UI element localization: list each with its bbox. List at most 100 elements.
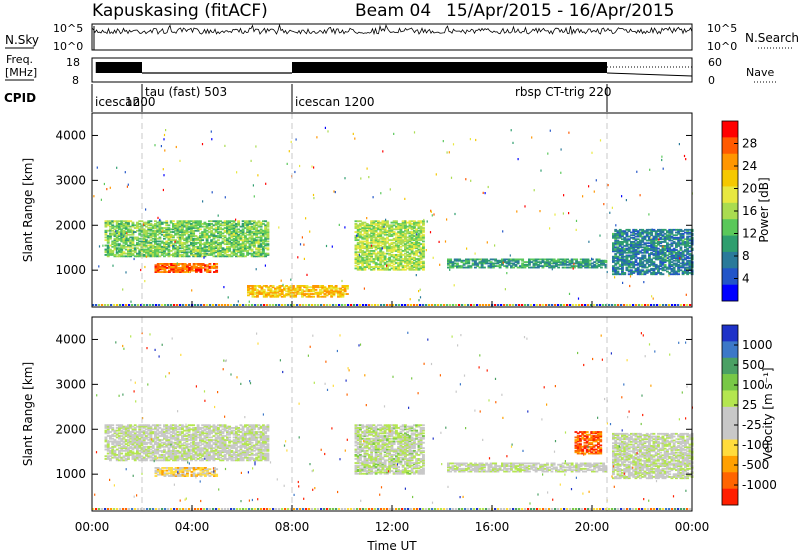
power-region-band-late [447, 258, 608, 269]
power-panel: Slant Range [km] 1000 2000 3000 4000 28 24 20… [21, 112, 771, 308]
power-bottom-row [92, 304, 692, 306]
xtick-label-0: 00:00 [75, 520, 110, 534]
nsky-tick-bottom: 10^0 [53, 40, 83, 53]
cpid-entry-3: icescan 1200 [295, 95, 374, 109]
velocity-colorbar-segment-0 [722, 325, 738, 342]
cpid-entry-2: tau (fast) 503 [145, 85, 227, 99]
velocity-colorbar-label-4: -25 [742, 418, 762, 432]
station-title: Kapuskasing (fitACF) [92, 1, 268, 21]
cpid-entry-4: rbsp CT-trig 220 [515, 85, 611, 99]
date-range: 15/Apr/2015 - 16/Apr/2015 [446, 1, 674, 21]
power-colorbar-label-4: 12 [742, 227, 757, 241]
velocity-region-band-main [104, 424, 270, 462]
power-colorbar-segment-10 [722, 284, 738, 302]
velocity-ytick-label-1: 2000 [55, 422, 86, 436]
nsky-tick-top-right: 10^5 [707, 22, 737, 35]
power-colorbar-label-3: 16 [742, 204, 757, 218]
power-region-band-end [612, 228, 694, 276]
velocity-colorbar-segment-10 [722, 488, 738, 506]
power-colorbar-label: Power [dB] [757, 177, 771, 242]
power-region-band-strong [154, 263, 219, 273]
velocity-colorbar-frame [721, 324, 739, 506]
velocity-region-band-end [612, 432, 694, 480]
xtick-label-3: 12:00 [375, 520, 410, 534]
nave-tick-bottom: 0 [708, 74, 715, 87]
freq-line-2 [606, 72, 693, 77]
velocity-colorbar-label-3: 25 [742, 398, 757, 412]
velocity-region-band-strong [154, 467, 219, 477]
nave-label: Nave [746, 66, 774, 79]
xtick-label-6: 00:00 [675, 520, 710, 534]
velocity-colorbar-label-7: -1000 [742, 478, 777, 492]
velocity-colorbar-segment-1 [722, 341, 738, 359]
nsky-tick-top: 10^5 [53, 22, 83, 35]
nsky-panel: N.Sky 10^5 10^0 10^5 10^0 N.Search [5, 22, 799, 53]
power-colorbar-label-6: 4 [742, 272, 750, 286]
velocity-colorbar-segment-4 [722, 390, 738, 408]
velocity-colorbar-label-1: 500 [742, 358, 765, 372]
xtick-label-5: 20:00 [575, 520, 610, 534]
power-colorbar-segment-2 [722, 153, 738, 171]
nsky-label: N.Sky [5, 33, 39, 47]
cpid-entry-0: icescan [95, 95, 140, 109]
power-ytick-label-1: 2000 [55, 218, 86, 232]
velocity-region-flow-red [574, 431, 603, 455]
velocity-panel: Slant Range [km] 1000 2000 3000 4000 1000 50… [21, 316, 777, 512]
power-colorbar-segment-3 [722, 170, 738, 187]
power-colorbar-segment-1 [722, 137, 738, 155]
power-colorbar-label-2: 20 [742, 182, 757, 196]
power-colorbar-label-1: 24 [742, 159, 757, 173]
power-colorbar-segment-0 [722, 121, 738, 138]
nave-block-1 [292, 62, 607, 73]
power-colorbar-segment-4 [722, 186, 738, 204]
freq-tick-top: 18 [66, 56, 80, 69]
xtick-label-1: 04:00 [175, 520, 210, 534]
velocity-ytick-label-0: 1000 [55, 467, 86, 481]
velocity-ylabel: Slant Range [km] [21, 362, 35, 466]
velocity-colorbar-label-0: 1000 [742, 338, 773, 352]
power-ytick-label-2: 3000 [55, 173, 86, 187]
power-region-band-mid [354, 220, 425, 271]
velocity-colorbar-segment-9 [722, 472, 738, 489]
freq-panel: Freq. [MHz] 18 8 60 0 Nave [5, 53, 776, 87]
freq-label: Freq. [6, 53, 33, 66]
power-colorbar-label-5: 8 [742, 249, 750, 263]
velocity-colorbar-label-5: -100 [742, 438, 769, 452]
x-axis: 00:00 04:00 08:00 12:00 16:00 20:00 00:00 [75, 301, 710, 534]
freq-tick-bottom: 8 [72, 74, 79, 87]
beam-label: Beam 04 [355, 1, 431, 21]
xtick-label-4: 16:00 [475, 520, 510, 534]
nave-tick-top: 60 [708, 56, 722, 69]
power-colorbar-segment-6 [722, 219, 738, 236]
cpid-label: CPID [4, 91, 36, 105]
nsky-tick-bottom-right: 10^0 [707, 40, 737, 53]
xtick-label-2: 08:00 [275, 520, 310, 534]
velocity-ytick-label-2: 3000 [55, 377, 86, 391]
power-region-band-main [104, 220, 270, 258]
velocity-colorbar-label: Velocity [m s⁻¹] [761, 367, 775, 460]
power-colorbar-label-0: 28 [742, 137, 757, 151]
nave-block-0 [95, 62, 142, 73]
velocity-ytick-label-3: 4000 [55, 332, 86, 346]
power-colorbar-segment-9 [722, 268, 738, 285]
cpid-entry-1: 1200 [125, 95, 156, 109]
velocity-colorbar-segment-6 [722, 423, 738, 440]
velocity-colorbar-segment-2 [722, 357, 738, 375]
velocity-colorbar-segment-3 [722, 374, 738, 391]
x-axis-label: Time UT [366, 539, 417, 553]
power-scatter-echoes [93, 126, 693, 303]
power-region-ground-echo [247, 285, 349, 298]
nsearch-label: N.Search [745, 31, 799, 45]
power-ylabel: Slant Range [km] [21, 158, 35, 262]
velocity-bottom-row [92, 508, 692, 510]
velocity-scatter-echoes [94, 331, 693, 505]
nsky-series-line [91, 23, 693, 36]
velocity-region-band-mid [354, 424, 425, 475]
power-ytick-label-0: 1000 [55, 263, 86, 277]
power-colorbar-segment-5 [722, 202, 738, 220]
velocity-colorbar-segment-7 [722, 439, 738, 457]
velocity-colorbar-segment-5 [722, 406, 738, 424]
velocity-region-band-late [447, 462, 608, 473]
